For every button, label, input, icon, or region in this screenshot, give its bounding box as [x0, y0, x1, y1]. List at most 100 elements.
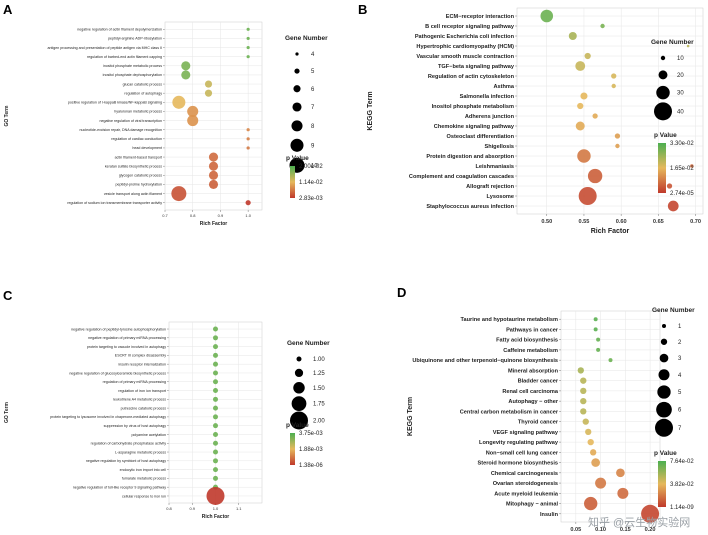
data-point	[575, 121, 585, 131]
data-point	[568, 31, 577, 41]
color-legend-label: 1.65e-02	[670, 166, 694, 172]
x-tick-label: 0.70	[690, 219, 701, 225]
data-point	[590, 449, 597, 456]
size-legend-dot	[293, 85, 301, 93]
term-label: ESCRT III complex disassembly	[115, 354, 166, 358]
color-bar	[290, 166, 295, 198]
x-tick-label: 0.9	[218, 213, 224, 218]
data-point	[245, 200, 251, 206]
size-legend-label: 20	[677, 73, 684, 79]
size-legend-dot	[657, 385, 671, 399]
size-legend-dot	[656, 401, 672, 418]
term-label: regulation of carbohydrate phosphatase a…	[91, 442, 167, 446]
x-tick-label: 0.8	[190, 213, 196, 218]
data-point	[246, 128, 250, 132]
term-label: hyaluronan metabolic process	[114, 110, 162, 114]
data-point	[616, 468, 625, 478]
size-legend-label: 1.00	[313, 357, 325, 363]
x-tick-label: 0.9	[189, 506, 195, 511]
term-label: negative regulation of actin filament de…	[77, 28, 162, 32]
size-legend-label: 7	[311, 105, 315, 111]
term-label: Taurine and hypotaurine metabolism	[461, 317, 559, 323]
data-point	[611, 73, 617, 79]
x-tick-label: 0.60	[616, 219, 627, 225]
term-label: Shigellosis	[484, 144, 514, 150]
term-label: Vascular smooth muscle contraction	[416, 54, 514, 60]
term-label: Chemical carcinogenesis	[491, 471, 558, 477]
data-point	[213, 467, 218, 473]
color-legend-title: p Value	[286, 422, 309, 429]
data-point	[246, 55, 250, 59]
data-point	[593, 317, 598, 322]
x-axis-title: Rich Factor	[200, 221, 228, 227]
term-label: Longevity regulating pathway	[479, 440, 559, 446]
x-axis-title: Rich Factor	[202, 514, 230, 520]
plot-area	[516, 7, 704, 215]
term-label: Ovarian steroidogenesis	[493, 481, 558, 487]
term-label: Bladder cancer	[518, 379, 559, 385]
data-point	[246, 137, 250, 141]
size-legend-dot	[291, 120, 303, 132]
x-tick-label: 1.0	[213, 506, 219, 511]
term-label: polyamine acetylation	[131, 433, 166, 437]
size-legend-dot	[290, 138, 304, 152]
term-label: peptidyl-arginine ADP-ribosylation	[108, 37, 162, 41]
data-point	[213, 440, 218, 446]
term-label: leukotriene A4 metabolic process	[113, 398, 166, 402]
data-point	[213, 335, 218, 341]
size-legend-dot	[660, 338, 668, 345]
term-label: Inositol phosphate metabolism	[432, 104, 514, 110]
term-label: peptidyl-proline hydroxylation	[115, 183, 162, 187]
size-legend-title: Gene Number	[651, 39, 694, 46]
data-point	[213, 344, 218, 350]
term-label: Thyroid cancer	[518, 420, 559, 426]
term-label: Fatty acid biosynthesis	[496, 338, 558, 344]
term-label: L-asparagine metabolic process	[115, 450, 166, 454]
term-label: vesicle transport along actin filament	[104, 192, 162, 196]
x-axis-title: Rich Factor	[591, 228, 630, 235]
term-label: insulin receptor internalization	[118, 362, 166, 366]
size-legend-label: 6	[678, 408, 682, 414]
x-tick-label: 0.05	[570, 527, 581, 533]
x-tick-label: 0.10	[595, 527, 606, 533]
term-label: Protein digestion and absorption	[426, 154, 514, 160]
term-label: Autophagy − other	[508, 399, 558, 405]
data-point	[540, 9, 554, 23]
data-point	[641, 504, 660, 523]
term-label: regulation of cardiac conduction	[111, 137, 162, 141]
term-label: Hypertrophic cardiomyopathy (HCM)	[416, 44, 514, 50]
color-legend-title: p Value	[286, 155, 309, 162]
data-point	[213, 352, 218, 358]
size-legend-dot	[290, 411, 308, 430]
data-point	[587, 168, 603, 184]
size-legend-dot	[659, 353, 669, 363]
panel-label: C	[3, 288, 13, 303]
term-label: glycogen catabolic process	[119, 174, 162, 178]
data-point	[208, 170, 219, 180]
data-point	[575, 61, 586, 71]
size-legend-dot	[291, 396, 307, 411]
data-point	[246, 36, 250, 41]
y-axis-title: GO Term	[4, 105, 10, 127]
y-axis-title: GO Term	[4, 401, 10, 423]
term-label: glucan catabolic process	[123, 82, 163, 86]
term-label: negative regulation of viral transcripti…	[99, 119, 162, 123]
term-label: Steroid hormone biosynthesis	[477, 461, 558, 467]
panel-b: B ECM−receptor interaction B cell receptor…	[358, 2, 704, 235]
term-label: TGF−beta signaling pathway	[438, 64, 515, 70]
data-point	[213, 449, 218, 455]
data-point	[686, 44, 690, 48]
term-label: negative regulation by symbiont of host …	[86, 459, 166, 463]
data-point	[577, 149, 591, 163]
term-label: Renal cell carcinoma	[502, 389, 559, 395]
data-point	[580, 408, 587, 415]
size-legend-label: 3	[678, 356, 682, 362]
term-label: inositol phosphate dephosphorylation	[103, 73, 162, 77]
term-label: fumarate metabolic process	[122, 477, 166, 481]
x-tick-label: 0.8	[166, 506, 172, 511]
data-point	[213, 388, 218, 394]
data-point	[204, 80, 213, 88]
data-point	[584, 496, 598, 511]
panel-label: A	[3, 2, 13, 17]
x-tick-label: 0.20	[645, 527, 656, 533]
